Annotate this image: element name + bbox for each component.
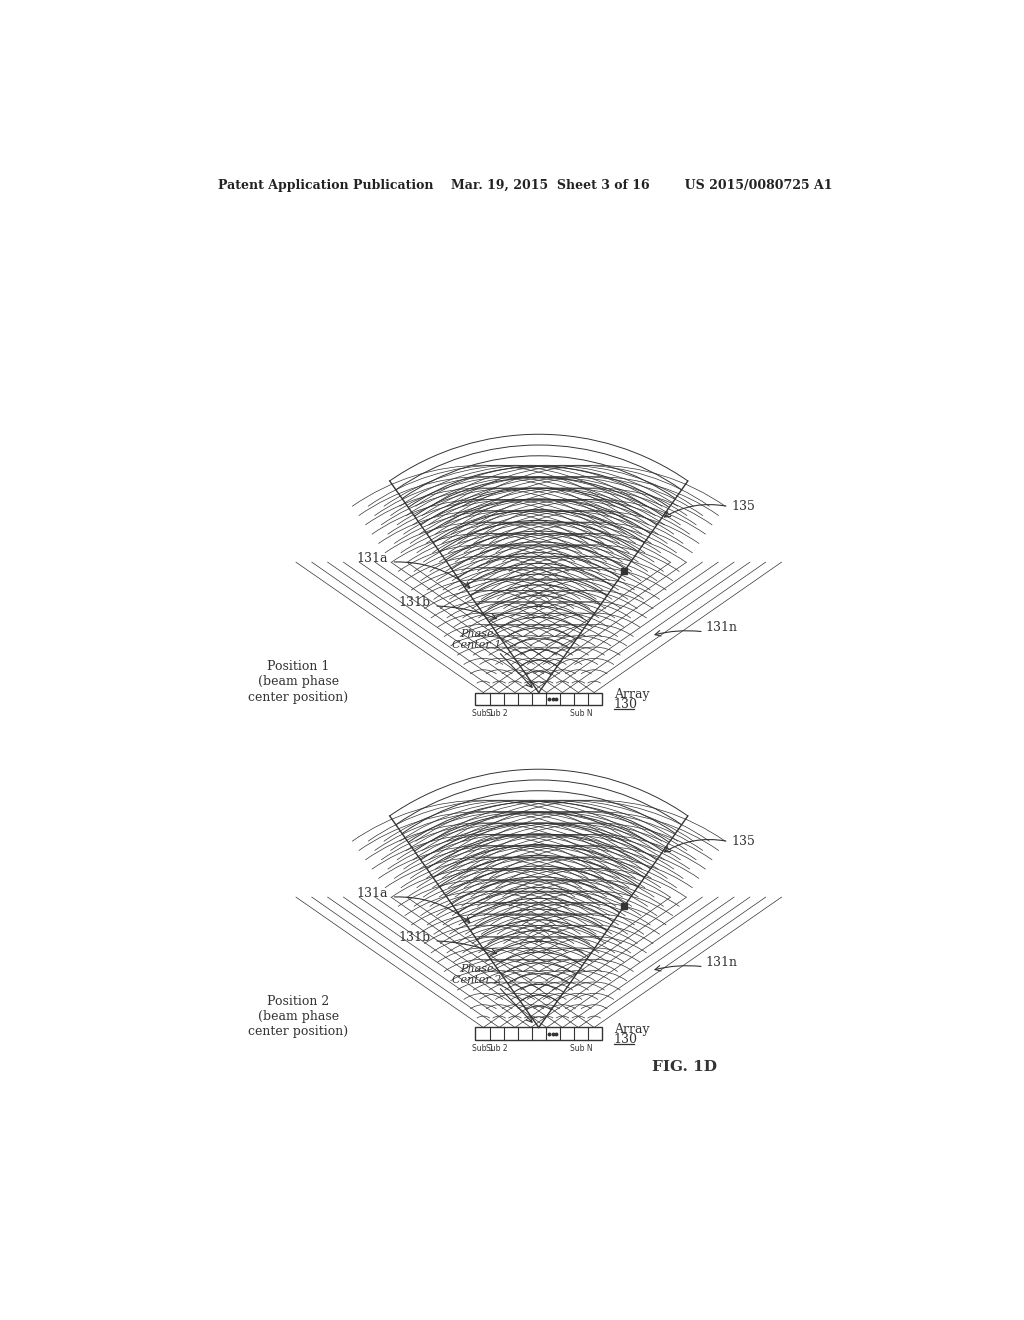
Text: Phase
Center 1: Phase Center 1	[452, 628, 502, 651]
Text: Sub 2: Sub 2	[485, 1044, 507, 1053]
Text: 135: 135	[731, 836, 755, 847]
Text: Sub N: Sub N	[569, 709, 592, 718]
Text: Array: Array	[613, 688, 649, 701]
Text: 130: 130	[613, 698, 638, 710]
Bar	[475, 1027, 602, 1040]
Text: 131n: 131n	[706, 957, 737, 969]
Bar	[475, 693, 602, 705]
Text: Sub N: Sub N	[569, 1044, 592, 1053]
Bar	[622, 569, 627, 574]
Text: 135: 135	[731, 500, 755, 513]
Text: FIG. 1D: FIG. 1D	[652, 1060, 718, 1074]
Text: 131a: 131a	[356, 887, 388, 900]
Text: Sub 1: Sub 1	[472, 1044, 494, 1053]
Text: Array: Array	[613, 1023, 649, 1036]
Text: Sub 2: Sub 2	[485, 709, 507, 718]
Text: 130: 130	[613, 1032, 638, 1045]
Text: Phase
Center 2: Phase Center 2	[452, 964, 502, 985]
Text: Position 2
(beam phase
center position): Position 2 (beam phase center position)	[249, 995, 348, 1039]
Text: 131b: 131b	[398, 931, 430, 944]
Bar	[622, 903, 627, 908]
Text: 131n: 131n	[706, 622, 737, 635]
Text: Position 1
(beam phase
center position): Position 1 (beam phase center position)	[249, 660, 348, 704]
Text: 131b: 131b	[398, 595, 430, 609]
Text: 131a: 131a	[356, 552, 388, 565]
Text: Patent Application Publication    Mar. 19, 2015  Sheet 3 of 16        US 2015/00: Patent Application Publication Mar. 19, …	[217, 178, 833, 191]
Text: Sub 1: Sub 1	[472, 709, 494, 718]
